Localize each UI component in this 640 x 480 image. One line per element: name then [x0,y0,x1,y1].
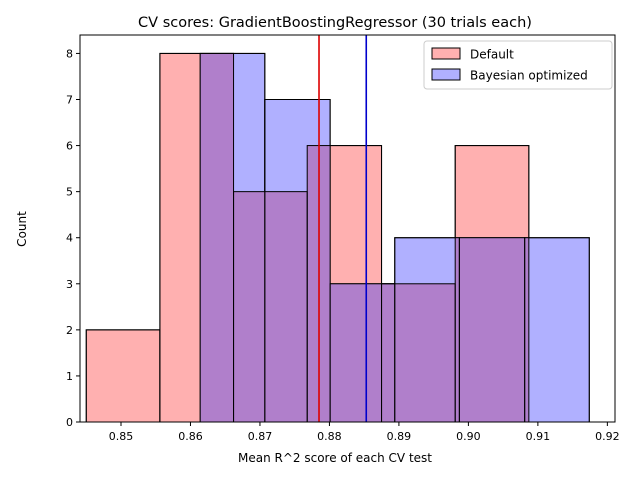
mean-lines [318,35,368,422]
y-tick-label: 1 [66,370,73,383]
overlap-bar-2 [264,191,308,422]
x-tick-label: 0.88 [317,430,342,443]
plot-frame [79,34,616,423]
x-tick-label: 0.87 [248,430,273,443]
x-tick-label: 0.91 [526,430,551,443]
legend: Default Bayesian optimized [423,40,613,90]
overlap-bar-5 [381,283,395,422]
y-tick-label: 7 [66,94,73,107]
legend-swatch-bayesian [431,68,461,81]
x-axis-label: Mean R^2 score of each CV test [238,451,432,465]
overlap-bar-7 [455,237,460,422]
y-axis-label: Count [15,211,29,247]
legend-frame [423,40,613,90]
overlap-bar-6 [394,283,456,422]
x-tick-label: 0.90 [456,430,481,443]
y-tick-label: 3 [66,278,73,291]
y-tick-label: 0 [66,416,73,429]
x-tick-label: 0.85 [109,430,134,443]
y-tick-label: 8 [66,47,73,60]
x-tick-label: 0.86 [178,430,203,443]
x-tick-label: 0.92 [595,430,620,443]
legend-label-bayesian: Bayesian optimized [470,69,588,83]
overlap-bar-1 [233,191,265,422]
overlap-bar-9 [524,237,529,422]
bar-default-0 [85,329,161,423]
overlap-bar-4 [330,283,382,422]
chart-title: CV scores: GradientBoostingRegressor (30… [138,15,532,31]
y-tick-label: 5 [66,186,73,199]
bar-bayesian-5 [524,237,590,423]
overlap-bar-8 [459,237,525,422]
legend-swatch-default [431,47,461,60]
y-tick-label: 6 [66,140,73,153]
legend-label-default: Default [470,48,514,62]
y-axis: 0 1 2 3 4 5 6 7 8 [66,47,80,429]
x-tick-label: 0.89 [387,430,412,443]
x-axis: 0.85 0.86 0.87 0.88 0.89 0.90 0.91 0.92 [109,422,620,443]
overlap-bar-0 [200,53,234,423]
y-tick-label: 2 [66,324,73,337]
y-tick-label: 4 [66,232,73,245]
